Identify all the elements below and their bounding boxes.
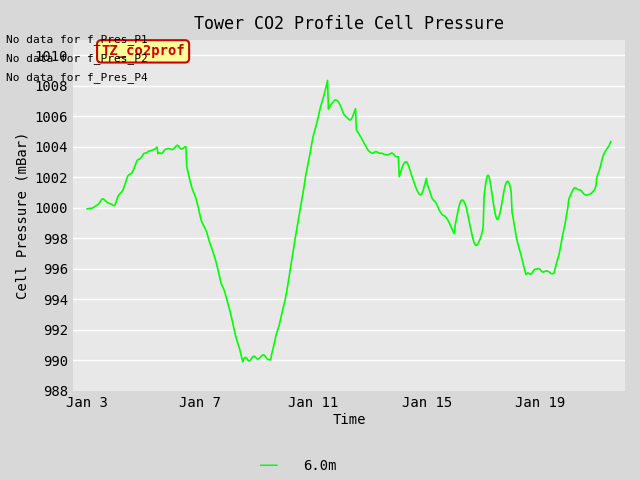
Title: Tower CO2 Profile Cell Pressure: Tower CO2 Profile Cell Pressure bbox=[194, 15, 504, 33]
Legend:  bbox=[344, 450, 355, 461]
X-axis label: Time: Time bbox=[332, 413, 365, 427]
Text: No data for f_Pres_P2: No data for f_Pres_P2 bbox=[6, 53, 148, 64]
Text: No data for f_Pres_P1: No data for f_Pres_P1 bbox=[6, 34, 148, 45]
Text: 6.0m: 6.0m bbox=[303, 458, 337, 473]
Text: TZ_co2prof: TZ_co2prof bbox=[101, 44, 185, 59]
Text: —: — bbox=[259, 456, 278, 475]
Y-axis label: Cell Pressure (mBar): Cell Pressure (mBar) bbox=[15, 132, 29, 300]
Text: No data for f_Pres_P4: No data for f_Pres_P4 bbox=[6, 72, 148, 83]
